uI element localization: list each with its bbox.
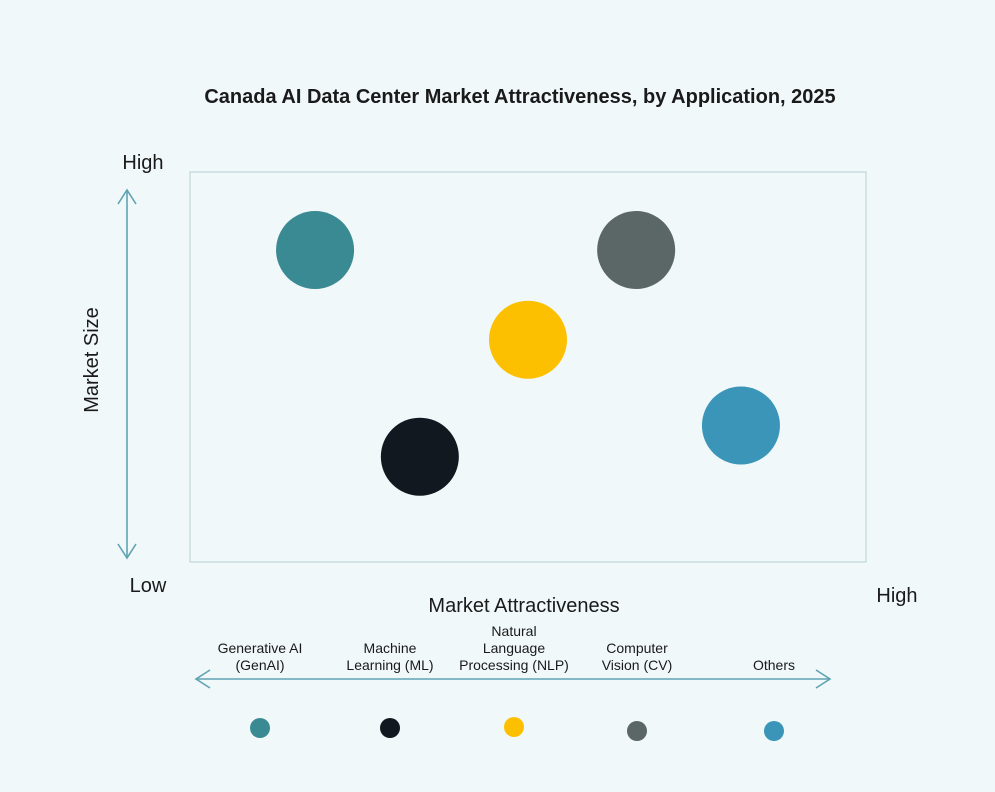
legend-marker-natural-language-processing-nlp <box>504 717 524 737</box>
x-high-label: High <box>876 585 917 607</box>
bubble-machine-learning-ml <box>380 417 459 496</box>
legend-label-generative-ai-genai: (GenAI) <box>235 657 284 673</box>
legend-label-natural-language-processing-nlp: Language <box>483 640 546 656</box>
x-axis-label: Market Attractiveness <box>428 595 619 617</box>
bubble-generative-ai-genai <box>276 211 355 289</box>
bubbles <box>276 211 780 496</box>
legend-arrow <box>194 669 832 689</box>
y-high-label: High <box>122 152 163 174</box>
legend-label-generative-ai-genai: Generative AI <box>218 640 303 656</box>
legend-label-others: Others <box>753 657 795 673</box>
legend-label-computer-vision-cv: Vision (CV) <box>602 657 673 673</box>
plot-frame <box>189 171 867 563</box>
legend-label-computer-vision-cv: Computer <box>606 640 668 656</box>
bubble-natural-language-processing-nlp <box>489 300 567 379</box>
legend-label-natural-language-processing-nlp: Processing (NLP) <box>459 657 569 673</box>
legend-label-natural-language-processing-nlp: Natural <box>491 623 536 639</box>
y-axis-label: Market Size <box>81 307 103 413</box>
legend-marker-generative-ai-genai <box>250 718 270 738</box>
x-low-label: Low <box>130 575 167 597</box>
bubble-computer-vision-cv <box>597 211 676 289</box>
chart-title: Canada AI Data Center Market Attractiven… <box>204 86 835 108</box>
legend-marker-computer-vision-cv <box>627 721 647 741</box>
legend-marker-machine-learning-ml <box>380 718 400 738</box>
legend-label-machine-learning-ml: Machine <box>364 640 417 656</box>
legend-marker-others <box>764 721 784 741</box>
legend-label-machine-learning-ml: Learning (ML) <box>346 657 433 673</box>
bubble-others <box>701 386 780 465</box>
y-axis-arrow <box>117 188 137 560</box>
